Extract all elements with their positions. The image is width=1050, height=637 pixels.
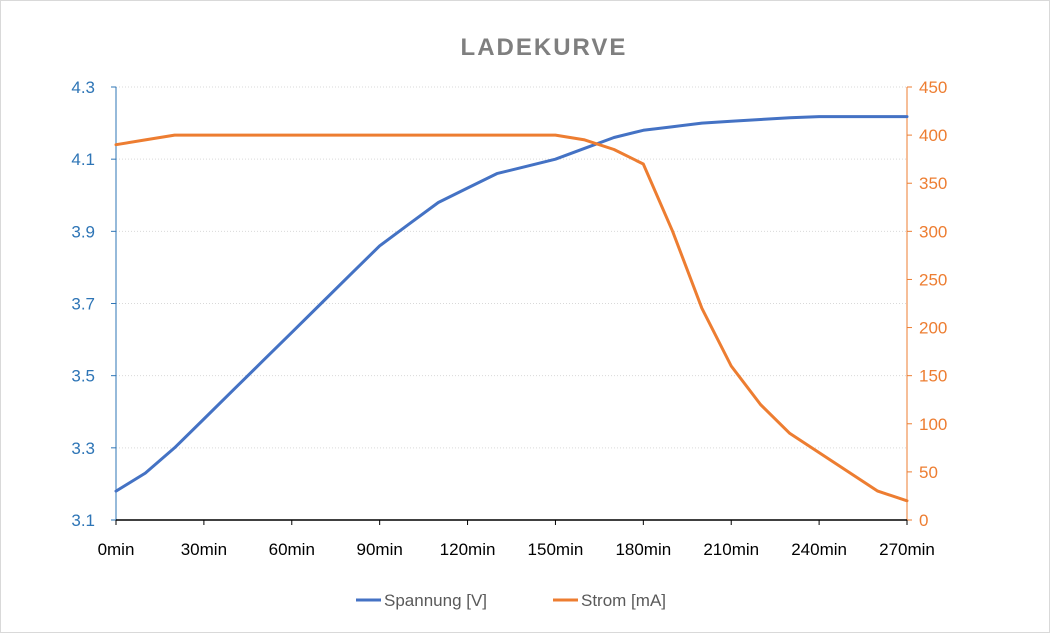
right-tick-label: 200	[919, 319, 947, 338]
x-tick-label: 150min	[528, 540, 584, 559]
grid-lines	[116, 86, 907, 449]
x-tick-label: 240min	[791, 540, 847, 559]
x-tick-label: 30min	[181, 540, 227, 559]
right-tick-label: 400	[919, 126, 947, 145]
x-tick-label: 60min	[269, 540, 315, 559]
right-tick-label: 450	[919, 78, 947, 97]
chart-title: LADEKURVE	[461, 34, 628, 61]
series-lines	[114, 115, 909, 503]
right-tick-label: 350	[919, 174, 947, 193]
left-tick-label: 4.3	[71, 78, 95, 97]
left-tick-label: 3.7	[71, 295, 95, 314]
right-tick-label: 300	[919, 222, 947, 241]
right-axis-ticks: 0 50 100 150 200 250 300 350 400 450	[907, 78, 947, 530]
left-tick-label: 4.1	[71, 150, 95, 169]
x-tick-label: 270min	[879, 540, 935, 559]
series-line-spannung	[114, 115, 909, 493]
x-tick-label: 0min	[98, 540, 135, 559]
legend-label: Strom [mA]	[581, 591, 666, 610]
x-tick-label: 210min	[703, 540, 759, 559]
x-tick-label: 180min	[615, 540, 671, 559]
x-tick-label: 90min	[357, 540, 403, 559]
left-tick-label: 3.3	[71, 439, 95, 458]
right-tick-label: 150	[919, 367, 947, 386]
right-tick-label: 0	[919, 511, 928, 530]
x-axis-ticks: 0min 30min 60min 90min 120min 150min 180min 210…	[98, 520, 935, 559]
left-tick-label: 3.9	[71, 222, 95, 241]
right-tick-label: 100	[919, 415, 947, 434]
legend-label: Spannung [V]	[384, 591, 487, 610]
right-tick-label: 250	[919, 270, 947, 289]
x-tick-label: 120min	[440, 540, 496, 559]
right-tick-label: 50	[919, 463, 938, 482]
left-axis-ticks: 3.1 3.3 3.5 3.7 3.9 4.1 4.3	[71, 78, 116, 530]
series-line-strom	[114, 133, 909, 503]
legend: Spannung [V] Strom [mA]	[356, 591, 666, 610]
left-tick-label: 3.5	[71, 367, 95, 386]
left-tick-label: 3.1	[71, 511, 95, 530]
